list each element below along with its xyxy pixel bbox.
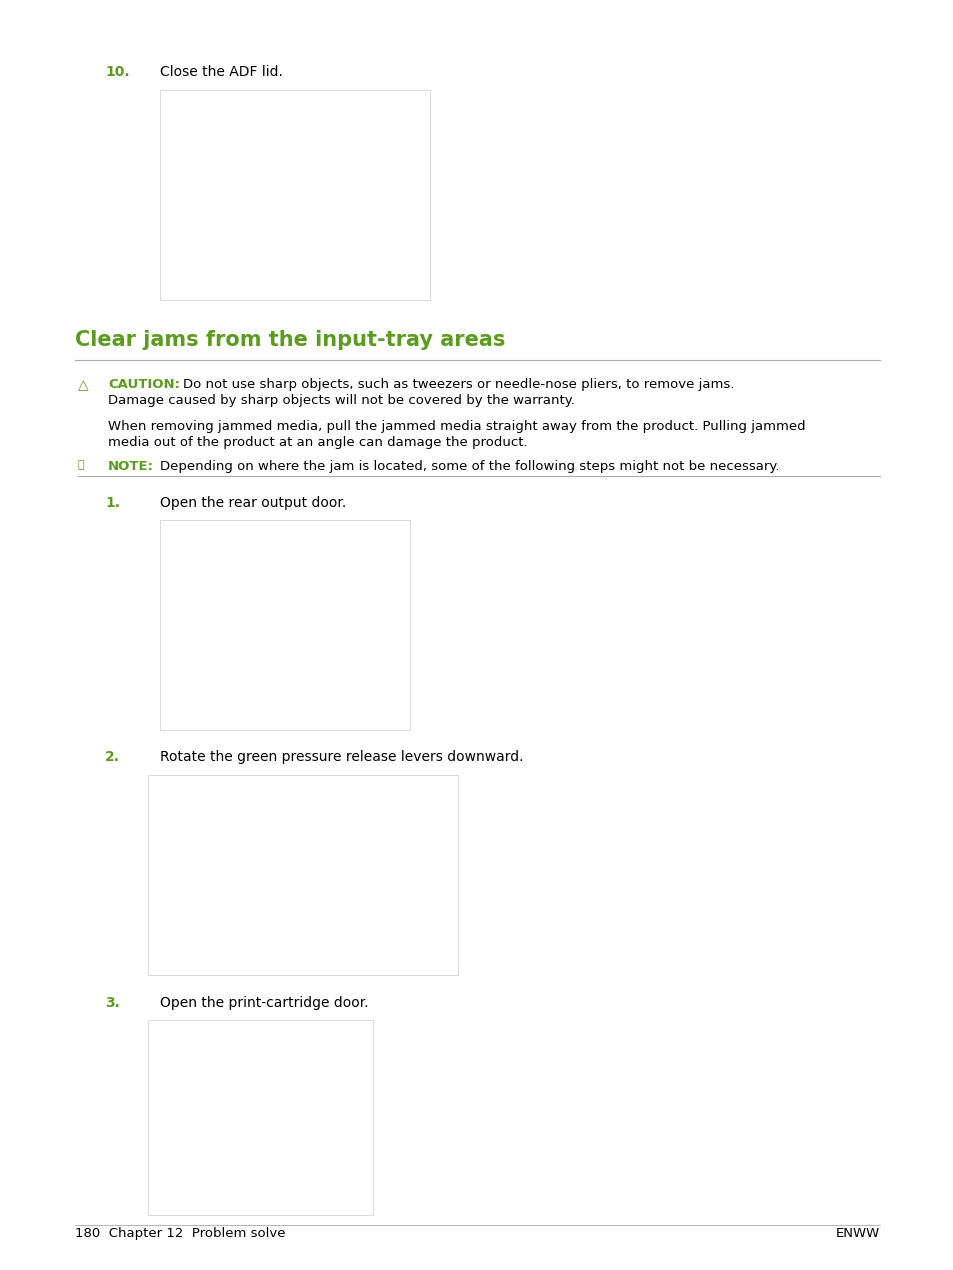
Text: Open the print-cartridge door.: Open the print-cartridge door. [160,996,368,1010]
Text: Clear jams from the input-tray areas: Clear jams from the input-tray areas [75,330,505,351]
Bar [148,1020,373,1215]
Text: ENWW: ENWW [835,1227,879,1240]
Text: 10.: 10. [105,65,130,79]
Bar [160,519,410,730]
Text: Rotate the green pressure release levers downward.: Rotate the green pressure release levers… [160,751,523,765]
Text: 1.: 1. [105,497,120,511]
Bar [148,775,457,975]
Text: Open the rear output door.: Open the rear output door. [160,497,346,511]
Text: CAUTION:: CAUTION: [108,378,180,391]
Text: 180  Chapter 12  Problem solve: 180 Chapter 12 Problem solve [75,1227,285,1240]
Text: When removing jammed media, pull the jammed media straight away from the product: When removing jammed media, pull the jam… [108,420,804,433]
Text: 📋: 📋 [78,460,85,470]
Text: media out of the product at an angle can damage the product.: media out of the product at an angle can… [108,436,527,450]
Text: 2.: 2. [105,751,120,765]
Bar [160,90,430,300]
Text: Depending on where the jam is located, some of the following steps might not be : Depending on where the jam is located, s… [160,460,779,472]
Text: Close the ADF lid.: Close the ADF lid. [160,65,283,79]
Text: Damage caused by sharp objects will not be covered by the warranty.: Damage caused by sharp objects will not … [108,394,575,406]
Text: Do not use sharp objects, such as tweezers or needle-nose pliers, to remove jams: Do not use sharp objects, such as tweeze… [183,378,734,391]
Text: NOTE:: NOTE: [108,460,153,472]
Text: 3.: 3. [105,996,120,1010]
Text: △: △ [78,378,89,392]
